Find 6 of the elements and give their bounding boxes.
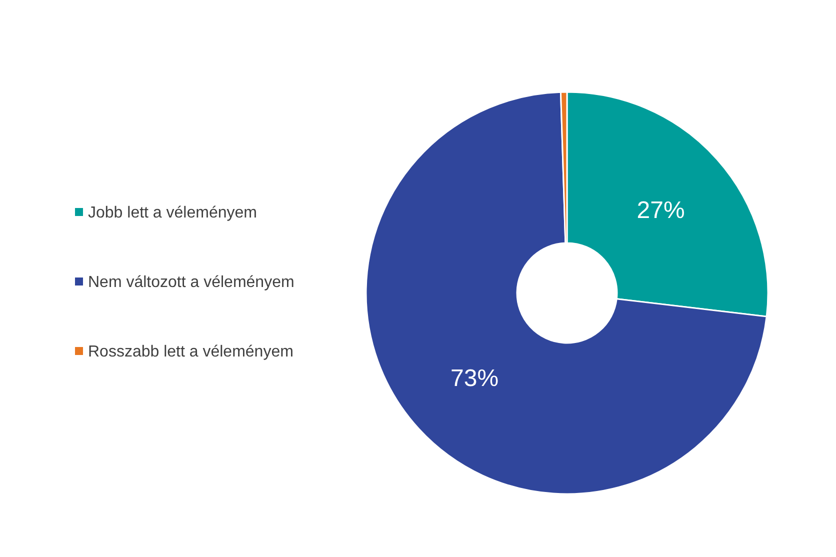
- legend-label: Jobb lett a véleményem: [88, 204, 257, 222]
- data-label: 27%: [636, 197, 685, 224]
- data-label: 73%: [450, 365, 499, 392]
- legend-label: Rosszabb lett a véleményem: [88, 344, 294, 361]
- donut-slice: [365, 91, 768, 494]
- legend-label: Nem változott a véleményem: [88, 274, 294, 292]
